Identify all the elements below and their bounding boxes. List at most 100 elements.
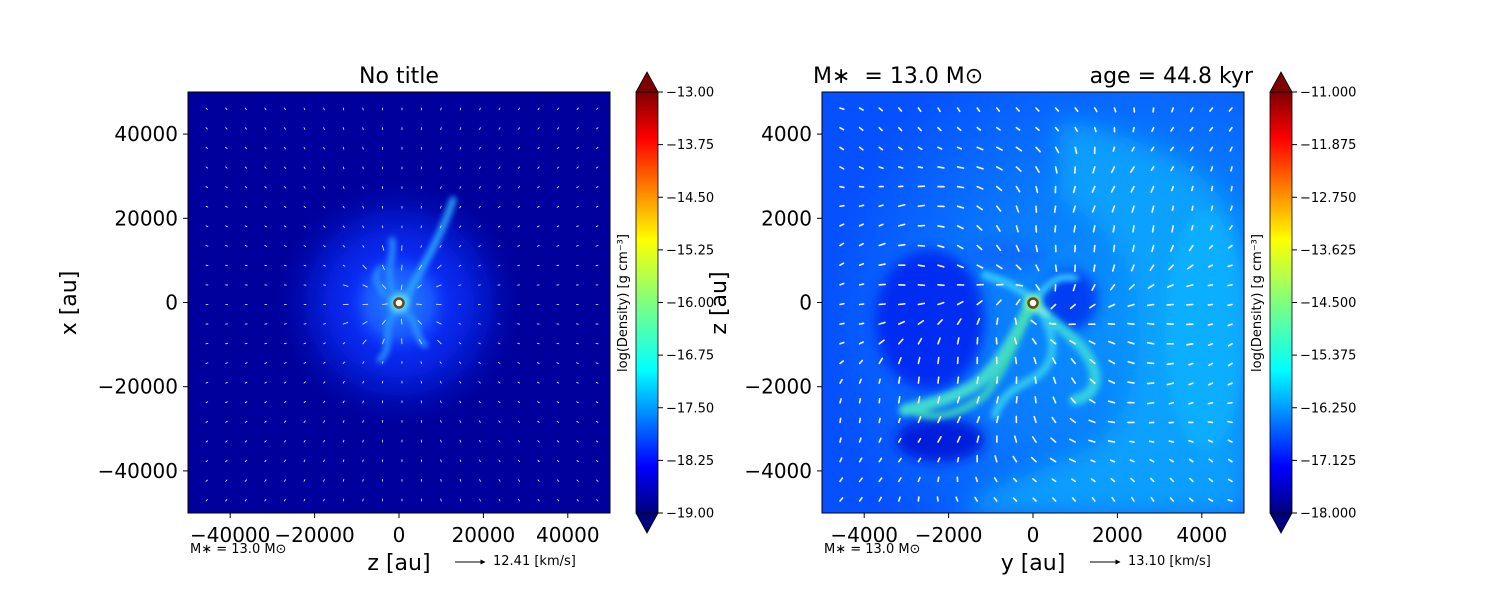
right-velocity-vector xyxy=(1128,324,1134,325)
left-velocity-vector xyxy=(441,167,442,169)
right-velocity-vector xyxy=(899,377,900,383)
left-velocity-vector xyxy=(363,167,364,169)
left-y-tick-label: 0 xyxy=(165,291,178,315)
right-velocity-vector xyxy=(1169,441,1173,442)
right-velocity-vector xyxy=(899,167,903,168)
right-velocity-vector xyxy=(860,418,861,422)
left-velocity-vector xyxy=(596,246,598,247)
right-velocity-vector xyxy=(997,318,998,324)
right-velocity-vector xyxy=(1016,285,1022,286)
right-velocity-vector xyxy=(1228,422,1232,423)
left-colorbar-tick-label: −13.75 xyxy=(666,138,714,153)
right-velocity-vector xyxy=(1228,403,1232,404)
right-velocity-vector xyxy=(879,418,880,422)
right-velocity-vector xyxy=(938,226,944,227)
right-x-tick-label: 2000 xyxy=(1092,523,1143,547)
right-velocity-vector xyxy=(1192,187,1193,191)
left-velocity-vector xyxy=(363,440,364,442)
left-x-tick-label: −20000 xyxy=(274,523,354,547)
left-title: No title xyxy=(359,64,439,89)
left-velocity-vector xyxy=(557,343,559,344)
left-velocity-vector xyxy=(245,343,247,344)
right-velocity-vector xyxy=(1150,441,1154,442)
left-velocity-vector xyxy=(382,362,383,364)
right-velocity-vector xyxy=(918,377,919,383)
right-velocity-vector xyxy=(1187,344,1193,345)
right-velocity-vector xyxy=(918,205,924,206)
left-x-tick-label: 20000 xyxy=(452,523,516,547)
right-velocity-vector xyxy=(1035,377,1036,383)
right-velocity-vector xyxy=(997,377,998,383)
right-velocity-vector xyxy=(1192,206,1193,210)
right-velocity-vector xyxy=(938,377,939,383)
left-y-tick-label: −40000 xyxy=(98,459,178,483)
left-colorbar-label: log(Density) [g cm⁻³] xyxy=(616,234,631,372)
right-velocity-vector xyxy=(1130,441,1134,442)
left-star-marker xyxy=(395,299,404,308)
right-velocity-vector xyxy=(958,187,964,188)
left-velocity-vector xyxy=(537,265,539,266)
left-velocity-vector xyxy=(596,363,598,364)
right-colorbar-tick-label: −14.500 xyxy=(1300,296,1356,311)
right-colorbar-tick-label: −17.125 xyxy=(1300,454,1356,469)
left-y-axis-label: x [au] xyxy=(57,271,82,336)
right-velocity-vector xyxy=(1113,147,1114,151)
left-velocity-vector xyxy=(206,246,208,247)
right-y-tick-label: 0 xyxy=(799,291,812,315)
left-velocity-vector xyxy=(441,147,442,149)
right-density-field xyxy=(822,92,1245,513)
right-velocity-vector xyxy=(899,304,905,305)
left-velocity-vector xyxy=(441,440,442,442)
right-velocity-vector xyxy=(1172,206,1173,210)
right-title-mass: M∗ = 13.0 M⊙ xyxy=(813,64,983,89)
right-velocity-vector xyxy=(1148,305,1154,306)
right-colorbar-tick-label: −13.625 xyxy=(1300,243,1356,258)
right-velocity-key-label: 13.10 [km/s] xyxy=(1128,554,1211,569)
left-colorbar-tick-label: −19.00 xyxy=(666,507,714,522)
right-velocity-vector xyxy=(840,399,841,403)
right-y-tick-label: 4000 xyxy=(761,122,812,146)
right-velocity-vector xyxy=(1189,403,1193,404)
left-velocity-key-label: 12.41 [km/s] xyxy=(493,554,576,569)
right-star-mass-note: M∗ = 13.0 M⊙ xyxy=(824,542,920,557)
left-colorbar-tick-label: −17.50 xyxy=(666,401,714,416)
right-velocity-vector xyxy=(1153,108,1154,112)
right-velocity-vector xyxy=(860,284,864,285)
left-velocity-vector xyxy=(324,324,326,325)
right-y-tick-label: −4000 xyxy=(744,459,812,483)
left-velocity-vector xyxy=(343,499,344,501)
right-velocity-vector xyxy=(1133,246,1134,252)
right-velocity-vector xyxy=(1192,226,1193,230)
right-velocity-vector xyxy=(1208,324,1212,325)
right-x-axis-label: y [au] xyxy=(1001,551,1066,576)
right-velocity-vector xyxy=(1169,403,1173,404)
left-velocity-vector xyxy=(363,420,364,422)
left-colorbar-tick-label: −15.25 xyxy=(666,243,714,258)
left-velocity-vector xyxy=(478,324,480,325)
right-velocity-vector xyxy=(977,377,978,383)
left-velocity-vector xyxy=(265,343,267,344)
right-velocity-vector xyxy=(1148,324,1154,325)
left-velocity-vector xyxy=(518,265,520,266)
right-x-tick-label: 4000 xyxy=(1176,523,1227,547)
left-velocity-vector xyxy=(363,187,364,189)
right-velocity-vector xyxy=(1108,441,1114,442)
right-velocity-vector xyxy=(860,399,861,403)
right-y-axis-label: z [au] xyxy=(707,271,732,334)
right-velocity-vector xyxy=(1050,323,1056,324)
right-velocity-vector xyxy=(1212,206,1213,210)
left-y-tick-label: 20000 xyxy=(114,206,178,230)
right-velocity-vector xyxy=(958,458,959,462)
right-velocity-vector xyxy=(1167,363,1173,364)
left-velocity-vector xyxy=(421,226,422,228)
left-colorbar-tick-label: −16.75 xyxy=(666,349,714,364)
right-velocity-vector xyxy=(879,264,885,265)
right-colorbar-label: log(Density) [g cm⁻³] xyxy=(1250,234,1265,372)
right-velocity-vector xyxy=(1128,382,1134,383)
right-velocity-vector xyxy=(918,303,924,304)
right-velocity-vector xyxy=(1212,187,1213,191)
right-velocity-vector xyxy=(1056,265,1057,271)
